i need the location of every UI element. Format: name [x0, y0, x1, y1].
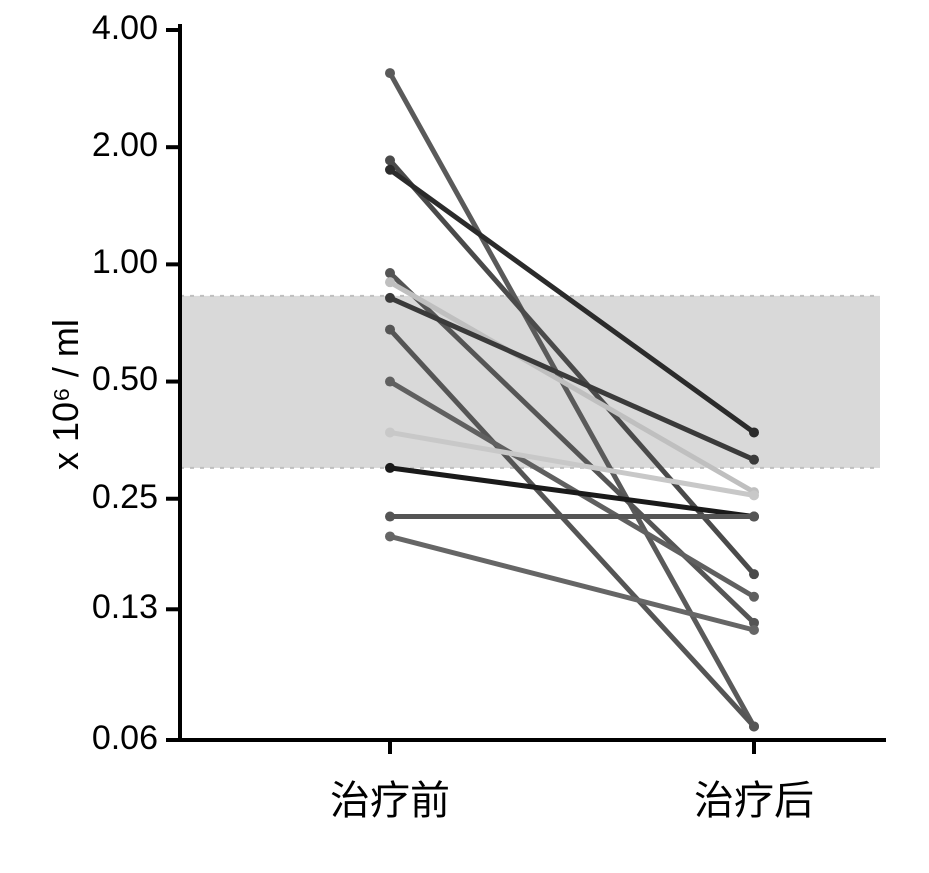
data-point-pre [385, 531, 395, 541]
y-tick-label: 4.00 [92, 9, 158, 48]
y-axis-label: x 10⁶ / ml [45, 319, 87, 470]
y-tick-label: 2.00 [92, 126, 158, 165]
data-point-pre [385, 68, 395, 78]
series-line [390, 536, 754, 630]
data-point-post [749, 721, 759, 731]
data-point-pre [385, 277, 395, 287]
y-tick-label: 1.00 [92, 243, 158, 282]
data-point-pre [385, 293, 395, 303]
series-line [390, 468, 754, 517]
data-point-post [749, 490, 759, 500]
x-category-post: 治疗后 [684, 768, 824, 826]
data-point-pre [385, 463, 395, 473]
paired-line-chart: x 10⁶ / ml 0.060.130.250.501.002.004.00 … [0, 0, 929, 873]
data-point-post [749, 455, 759, 465]
data-point-pre [385, 165, 395, 175]
data-point-post [749, 512, 759, 522]
data-point-post [749, 427, 759, 437]
y-tick-label: 0.13 [92, 588, 158, 627]
y-tick-label: 0.06 [92, 719, 158, 758]
data-point-pre [385, 325, 395, 335]
data-point-post [749, 592, 759, 602]
data-point-pre [385, 427, 395, 437]
data-point-post [749, 625, 759, 635]
data-point-post [749, 569, 759, 579]
x-category-pre: 治疗前 [320, 768, 460, 826]
data-point-pre [385, 377, 395, 387]
data-point-pre [385, 512, 395, 522]
data-point-pre [385, 268, 395, 278]
data-point-pre [385, 155, 395, 165]
y-tick-label: 0.50 [92, 360, 158, 399]
y-tick-label: 0.25 [92, 478, 158, 517]
